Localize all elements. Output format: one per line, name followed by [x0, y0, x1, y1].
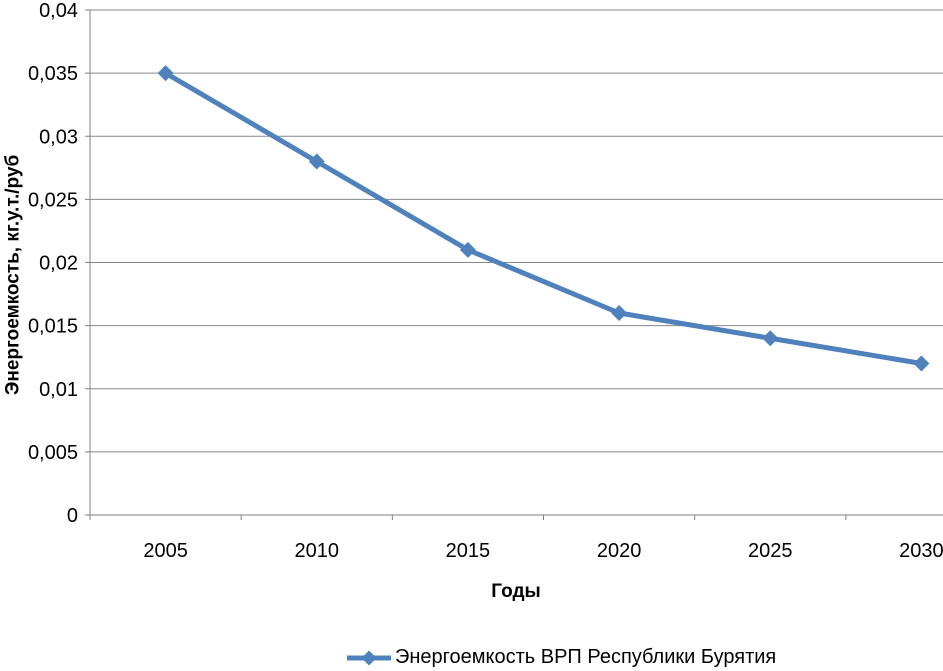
y-tick-label: 0,015 — [28, 316, 78, 338]
x-axis-title: Годы — [491, 581, 540, 602]
x-tick-label: 2025 — [748, 540, 793, 562]
y-tick-label: 0,035 — [28, 63, 78, 85]
x-tick-label: 2010 — [295, 540, 340, 562]
y-tick-label: 0,04 — [39, 0, 78, 22]
x-tick-label: 2020 — [597, 540, 642, 562]
legend-series-label: Энергоемкость ВРП Республики Бурятия — [395, 646, 777, 668]
legend: Энергоемкость ВРП Республики Бурятия — [346, 646, 776, 669]
series-group — [157, 65, 930, 372]
data-point-marker — [913, 355, 930, 372]
tick-labels: 0 0,005 0,01 0,015 0,02 0,025 0,03 0,035 0,04 200… — [28, 0, 943, 562]
y-tick-label: 0,03 — [39, 126, 78, 148]
y-tick-label: 0,025 — [28, 189, 78, 211]
data-point-marker — [308, 153, 325, 170]
axes — [85, 9, 943, 520]
data-point-marker — [459, 241, 476, 258]
data-point-marker — [611, 305, 628, 321]
y-tick-label: 0,01 — [39, 379, 78, 401]
x-tick-label: 2015 — [446, 540, 491, 562]
data-point-marker — [762, 330, 779, 347]
gridlines — [90, 9, 943, 453]
data-point-marker — [157, 65, 174, 82]
y-tick-label: 0,005 — [28, 442, 78, 464]
x-tick-label: 2005 — [143, 540, 188, 562]
y-tick-label: 0 — [67, 505, 78, 527]
legend-line-marker-icon — [347, 650, 391, 665]
series-line — [163, 70, 924, 366]
y-tick-label: 0,02 — [39, 253, 78, 275]
y-axis-title: Энергоемкость, кг.у.т./руб — [3, 155, 24, 395]
x-tick-label: 2030 — [899, 540, 943, 562]
